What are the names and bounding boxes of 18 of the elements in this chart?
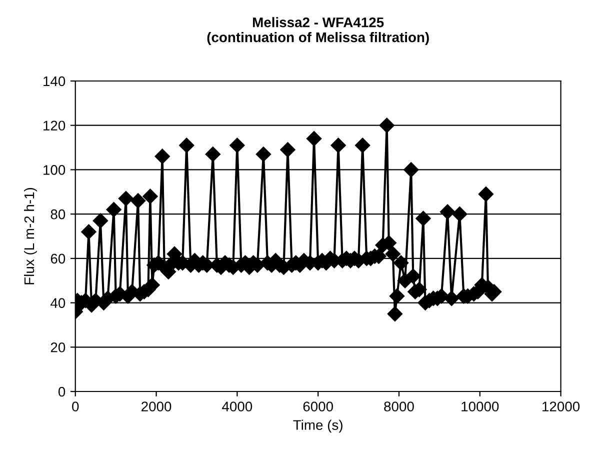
y-tick-label: 140 [44,76,66,86]
chart-title: Melissa2 - WFA4125 (continuation of Melissa filtration) [207,17,429,45]
y-tick-label: 40 [50,298,66,308]
x-tick-label: 12000 [542,402,580,412]
y-tick-label: 20 [50,342,66,352]
y-tick-label: 80 [50,209,66,220]
x-tick-label: 0 [72,402,79,412]
y-tick-label: 100 [44,165,66,175]
y-tick-label: 120 [44,120,66,131]
x-tick-label: 6000 [303,402,333,412]
y-axis-title: Flux (L m-2 h-1) [24,188,37,284]
x-tick-label: 8000 [384,402,414,412]
y-tick-label: 60 [50,254,66,264]
y-tick-label: 0 [58,386,66,397]
x-tick-label: 2000 [142,402,172,412]
x-axis-title: Time (s) [293,420,342,433]
x-tick-label: 4000 [222,402,252,412]
x-tick-label: 10000 [462,402,499,412]
